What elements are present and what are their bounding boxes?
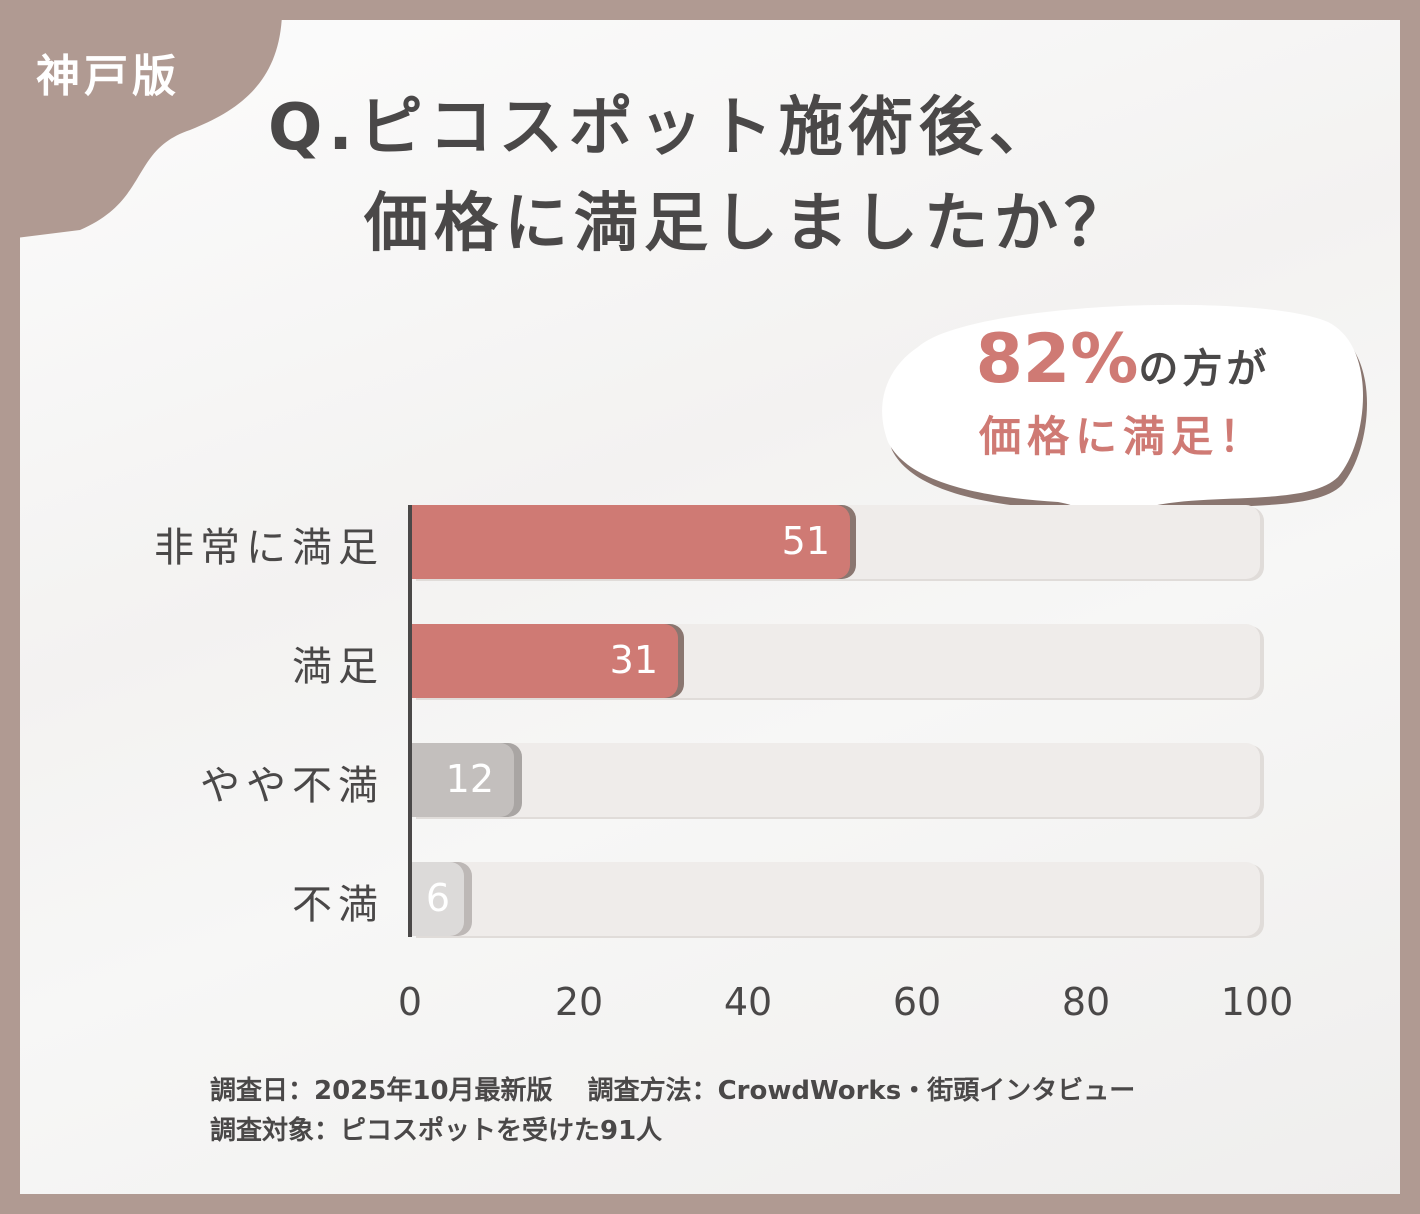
- category-label: 満足: [292, 644, 384, 690]
- callout-suffix: の方が: [1138, 346, 1271, 392]
- title-line-1: Q.ピコスポット施術後、: [268, 91, 1059, 165]
- chart-card: [20, 20, 1400, 1194]
- x-tick: 60: [892, 980, 942, 1024]
- category-label: 不満: [292, 882, 384, 928]
- bar-row: 6: [412, 862, 1312, 936]
- x-tick: 80: [1061, 980, 1111, 1024]
- speech-bubble: [882, 304, 1367, 552]
- edition-badge: 神戸版: [36, 51, 180, 102]
- category-label: 非常に満足: [154, 525, 384, 571]
- bar-value: 31: [609, 638, 658, 682]
- x-tick: 20: [554, 980, 604, 1024]
- callout-line-2: 価格に満足！: [978, 412, 1267, 461]
- bar-very-satisfied: 51: [412, 505, 850, 579]
- bar-row: 31: [412, 624, 1312, 698]
- bar-unsatisfied: 6: [412, 862, 464, 936]
- x-tick: 40: [723, 980, 773, 1024]
- title-line-2: 価格に満足しましたか？: [364, 187, 1134, 261]
- category-label: やや不満: [200, 763, 384, 809]
- corner-decoration: [20, 20, 282, 238]
- survey-info-line-2: 調査対象：ピコスポットを受けた91人: [210, 1116, 663, 1146]
- page-title: Q.ピコスポット施術後、 価格に満足しましたか？: [268, 80, 1134, 272]
- bar-value: 6: [425, 876, 450, 920]
- x-tick: 0: [397, 980, 423, 1024]
- survey-info-line-1: 調査日：2025年10月最新版 調査方法：CrowdWorks・街頭インタビュー: [210, 1076, 1136, 1106]
- bar-satisfied: 31: [412, 624, 678, 698]
- bar-row: 12: [412, 743, 1312, 817]
- bar-row: 51: [412, 505, 1312, 579]
- bar-somewhat-unsatisfied: 12: [412, 743, 514, 817]
- callout-percent: 82%: [975, 320, 1139, 399]
- bar-value: 12: [445, 757, 494, 801]
- bar-track: [412, 862, 1260, 936]
- y-axis-line: [408, 505, 412, 937]
- bar-track: [412, 743, 1260, 817]
- x-tick: 100: [1220, 980, 1294, 1024]
- bar-value: 51: [781, 519, 830, 563]
- callout-text: 82%の方が 価格に満足！: [878, 320, 1368, 464]
